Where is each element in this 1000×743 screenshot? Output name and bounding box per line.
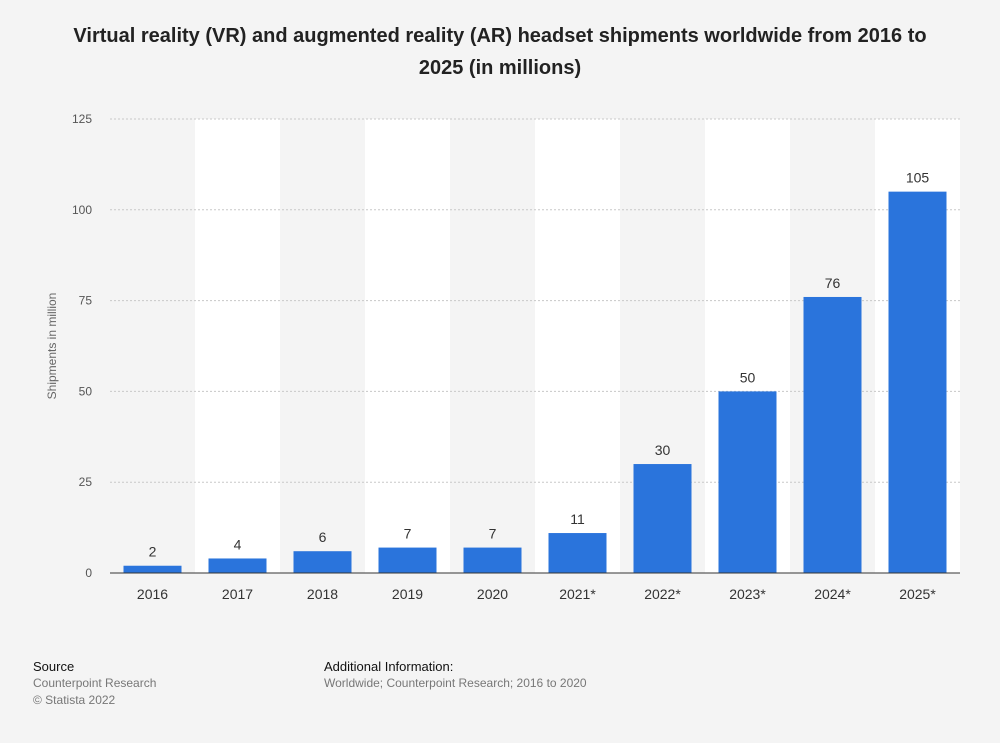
- value-label: 11: [570, 511, 585, 527]
- bar: [378, 547, 437, 573]
- y-axis-title: Shipments in million: [45, 293, 59, 400]
- y-tick-label: 50: [79, 384, 93, 398]
- value-label: 7: [489, 526, 497, 542]
- x-tick-label: 2017: [222, 586, 253, 602]
- additional-info-block: Additional Information: Worldwide; Count…: [324, 658, 587, 692]
- bar: [633, 464, 692, 573]
- x-tick-label: 2022*: [644, 586, 681, 602]
- value-label: 6: [319, 529, 327, 545]
- column-band: [195, 119, 280, 573]
- value-label: 30: [655, 442, 671, 458]
- y-tick-label: 25: [79, 475, 93, 489]
- bar: [293, 551, 352, 573]
- copyright-line: © Statista 2022: [33, 693, 116, 707]
- value-label: 105: [906, 170, 930, 186]
- y-tick-label: 75: [79, 294, 93, 308]
- chart-title: Virtual reality (VR) and augmented reali…: [73, 25, 927, 79]
- x-tick-label: 2023*: [729, 586, 766, 602]
- x-tick-label: 2016: [137, 586, 168, 602]
- bar: [123, 565, 182, 573]
- bars: [123, 191, 947, 573]
- x-tick-label: 2025*: [899, 586, 936, 602]
- column-band: [535, 119, 620, 573]
- x-tick-label: 2024*: [814, 586, 851, 602]
- source-block: Source Counterpoint Research © Statista …: [33, 658, 156, 709]
- y-axis-ticks: 0 25 50 75 100 125: [72, 112, 92, 580]
- value-label: 50: [740, 369, 756, 385]
- y-tick-label: 100: [72, 203, 92, 217]
- bar: [803, 296, 862, 573]
- source-heading: Source: [33, 659, 75, 674]
- y-tick-label: 125: [72, 112, 92, 126]
- value-label: 2: [149, 544, 157, 560]
- bar: [208, 558, 267, 573]
- source-line: Counterpoint Research: [33, 676, 157, 690]
- x-tick-label: 2021*: [559, 586, 596, 602]
- value-label: 4: [234, 536, 242, 552]
- info-text: Worldwide; Counterpoint Research; 2016 t…: [324, 676, 587, 690]
- x-tick-label: 2018: [307, 586, 338, 602]
- bar: [463, 547, 522, 573]
- value-label: 7: [404, 526, 412, 542]
- x-axis-ticks: 2016 2017 2018 2019 2020 2021* 2022* 2023* 2024*…: [137, 586, 936, 602]
- info-heading: Additional Information:: [324, 659, 454, 674]
- value-label: 76: [825, 275, 841, 291]
- value-labels: 2 4 6 7 7 11 30 50 76 105: [149, 170, 930, 560]
- y-tick-label: 0: [85, 566, 92, 580]
- bar: [888, 191, 947, 573]
- bar: [718, 391, 777, 573]
- column-band: [365, 119, 450, 573]
- x-tick-label: 2020: [477, 586, 508, 602]
- x-tick-label: 2019: [392, 586, 423, 602]
- bar: [548, 533, 607, 573]
